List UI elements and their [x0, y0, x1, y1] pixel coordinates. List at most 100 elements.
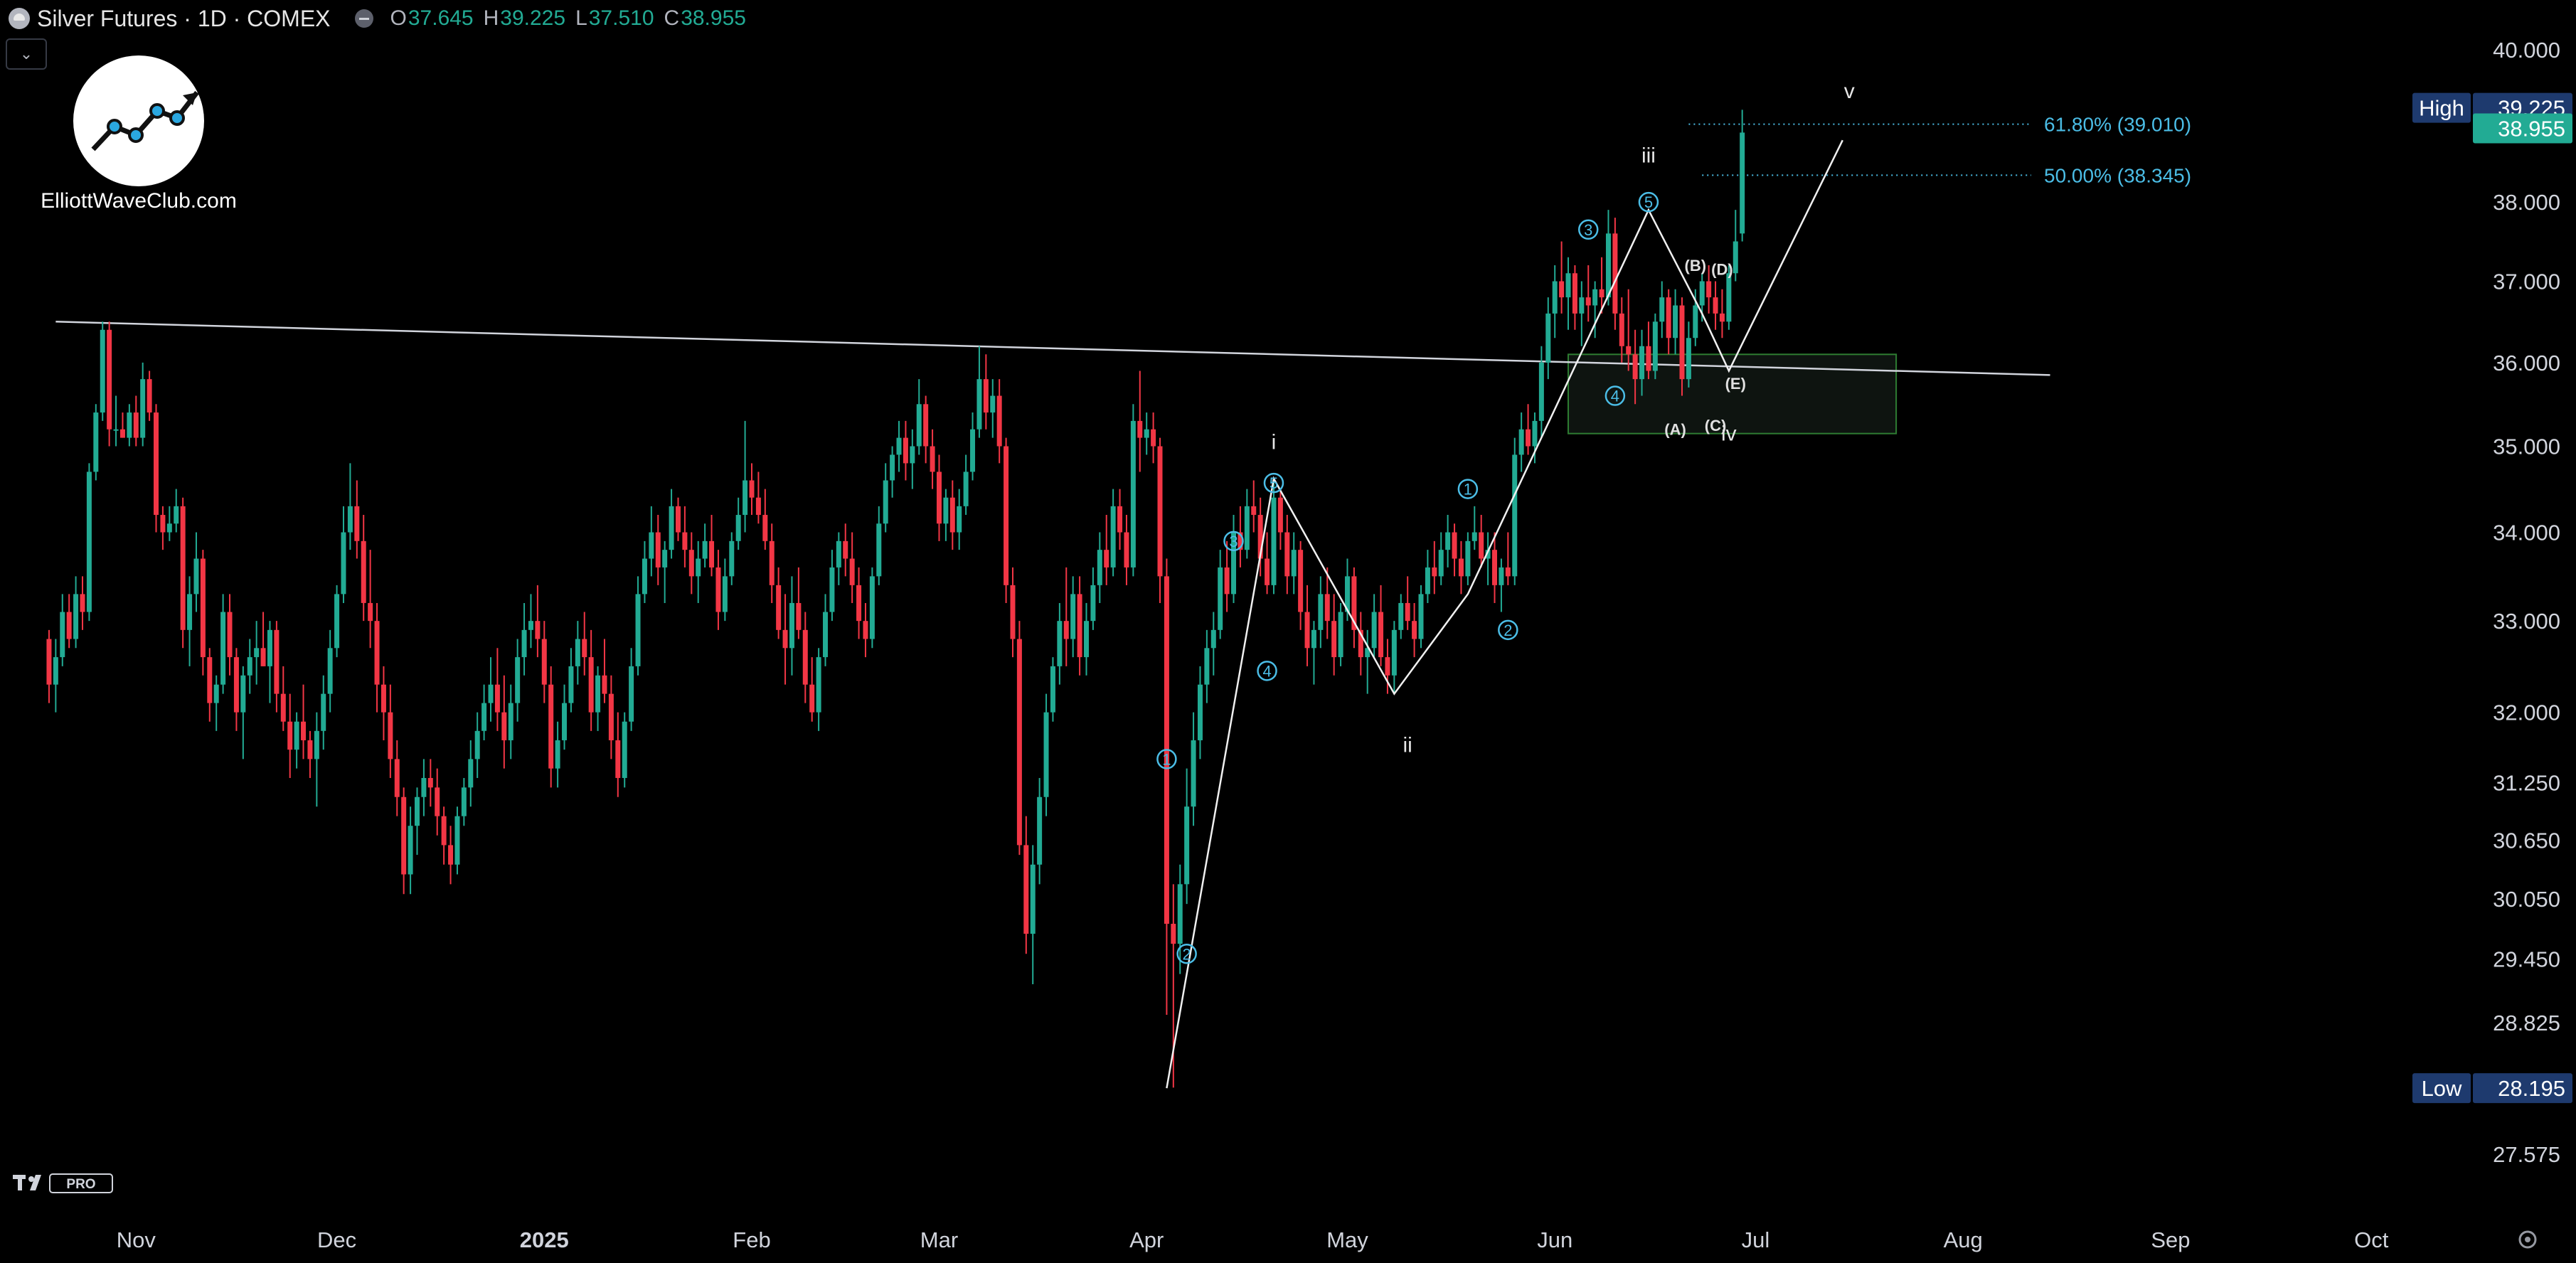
- wave-label: (A): [1664, 421, 1686, 439]
- candle-body: [1579, 297, 1585, 314]
- candle-body: [669, 506, 674, 550]
- candle-body: [1646, 346, 1651, 371]
- candle-body: [1151, 429, 1156, 447]
- candle-body: [435, 787, 440, 816]
- candle-body: [1438, 550, 1444, 577]
- x-tick-label: Aug: [1944, 1227, 1983, 1252]
- candle-body: [629, 666, 634, 722]
- candle-body: [1538, 362, 1544, 421]
- candle-body: [642, 558, 647, 595]
- candle-body: [1639, 346, 1645, 380]
- candle-body: [1197, 684, 1203, 740]
- candle-body: [1499, 567, 1504, 585]
- candle-body: [923, 404, 929, 447]
- fib-label: 61.80% (39.010): [2044, 114, 2191, 136]
- support-zone: [1568, 353, 1898, 435]
- candle-body: [1445, 532, 1451, 550]
- wave-label: 4: [1611, 388, 1619, 405]
- candle-body: [1191, 740, 1196, 807]
- candle-body: [1686, 338, 1691, 380]
- candle-body: [1532, 420, 1538, 447]
- candle-body: [1238, 532, 1243, 550]
- candle-body: [1505, 567, 1511, 577]
- candle-body: [180, 506, 186, 630]
- x-tick-label: Jun: [1537, 1227, 1572, 1252]
- candle-body: [776, 585, 782, 630]
- candle-body: [361, 540, 366, 603]
- candle-body: [575, 639, 580, 666]
- candle-body: [1418, 594, 1424, 639]
- chart-settings-icon[interactable]: [2518, 1230, 2537, 1249]
- price-badge-value: 38.955: [2498, 117, 2565, 142]
- candle-body: [863, 621, 868, 639]
- candle-body: [1365, 648, 1371, 658]
- candle-body: [1592, 289, 1598, 306]
- candle-body: [267, 629, 272, 666]
- candle-body: [1204, 648, 1210, 685]
- wave-label: 5: [1644, 193, 1653, 211]
- y-tick-label: 28.825: [2493, 1011, 2560, 1035]
- candle-body: [334, 594, 340, 649]
- candle-body: [1037, 796, 1043, 865]
- svg-text:PRO: PRO: [66, 1177, 95, 1192]
- candle-body: [562, 703, 568, 740]
- candle-body: [1719, 313, 1725, 322]
- y-tick-label: 40.000: [2493, 38, 2560, 63]
- candle-body: [1385, 657, 1390, 676]
- price-badge-box: [2473, 1073, 2572, 1104]
- candle-body: [688, 550, 694, 577]
- wave-label: 2: [1503, 622, 1512, 639]
- candle-body: [1324, 594, 1330, 622]
- ohlc-high: H39.225: [483, 6, 566, 30]
- candle-body: [796, 602, 802, 630]
- candle-body: [1265, 558, 1270, 585]
- candle-body: [1599, 289, 1604, 298]
- candle-body: [622, 721, 627, 778]
- wave-label-circle: [1457, 479, 1479, 499]
- time-axis[interactable]: Nov Dec 2025 Feb Mar Apr May Jun Jul Aug Sep Oct: [117, 1227, 2389, 1252]
- candle-body: [515, 657, 521, 703]
- wave-label-circle: [1257, 661, 1277, 681]
- candle-body: [675, 506, 681, 533]
- candle-body: [1699, 281, 1705, 306]
- x-tick-label: May: [1326, 1227, 1368, 1252]
- collapse-legend-button[interactable]: ⌄: [6, 38, 47, 70]
- price-axis[interactable]: 40.000 38.000 37.000 36.000 35.000 34.000 33.0…: [2493, 38, 2560, 1167]
- candle-body: [896, 437, 902, 455]
- candle-body: [1632, 354, 1638, 380]
- candle-body: [408, 826, 413, 875]
- candle-body: [60, 612, 65, 658]
- x-tick-label: Feb: [733, 1227, 770, 1252]
- price-badge-label: Low: [2422, 1076, 2462, 1101]
- candle-body: [702, 540, 708, 559]
- price-badge-label-box: [2412, 92, 2471, 123]
- candle-body: [247, 657, 252, 676]
- candle-body: [113, 429, 119, 431]
- candle-body: [555, 740, 560, 769]
- candle-body: [494, 684, 500, 713]
- wave-label-circle: [1604, 385, 1626, 406]
- trendline-segment: [55, 321, 2050, 376]
- candle-body: [655, 532, 661, 567]
- ohlc-close: C38.955: [664, 6, 746, 30]
- candle-body: [1526, 429, 1531, 447]
- wave-label: 4: [1262, 662, 1271, 680]
- candle-body: [1304, 612, 1310, 649]
- candle-body: [1043, 712, 1049, 797]
- market-status-icon[interactable]: [354, 9, 373, 28]
- candle-body: [481, 703, 487, 731]
- candle-body: [200, 558, 206, 658]
- candle-body: [990, 395, 996, 413]
- candle-body: [789, 602, 794, 649]
- candle-body: [233, 657, 239, 713]
- y-tick-label: 35.000: [2493, 435, 2560, 459]
- candle-body: [1351, 576, 1357, 630]
- candle-body: [1713, 297, 1718, 314]
- candle-body: [73, 594, 79, 639]
- candle-body: [1063, 621, 1069, 639]
- ohlc-low: L37.510: [575, 6, 654, 30]
- symbol-title[interactable]: Silver Futures · 1D · COMEX: [37, 5, 331, 31]
- elliottwaveclub-logo: ElliottWaveClub.com: [28, 55, 249, 213]
- candle-body: [949, 497, 955, 533]
